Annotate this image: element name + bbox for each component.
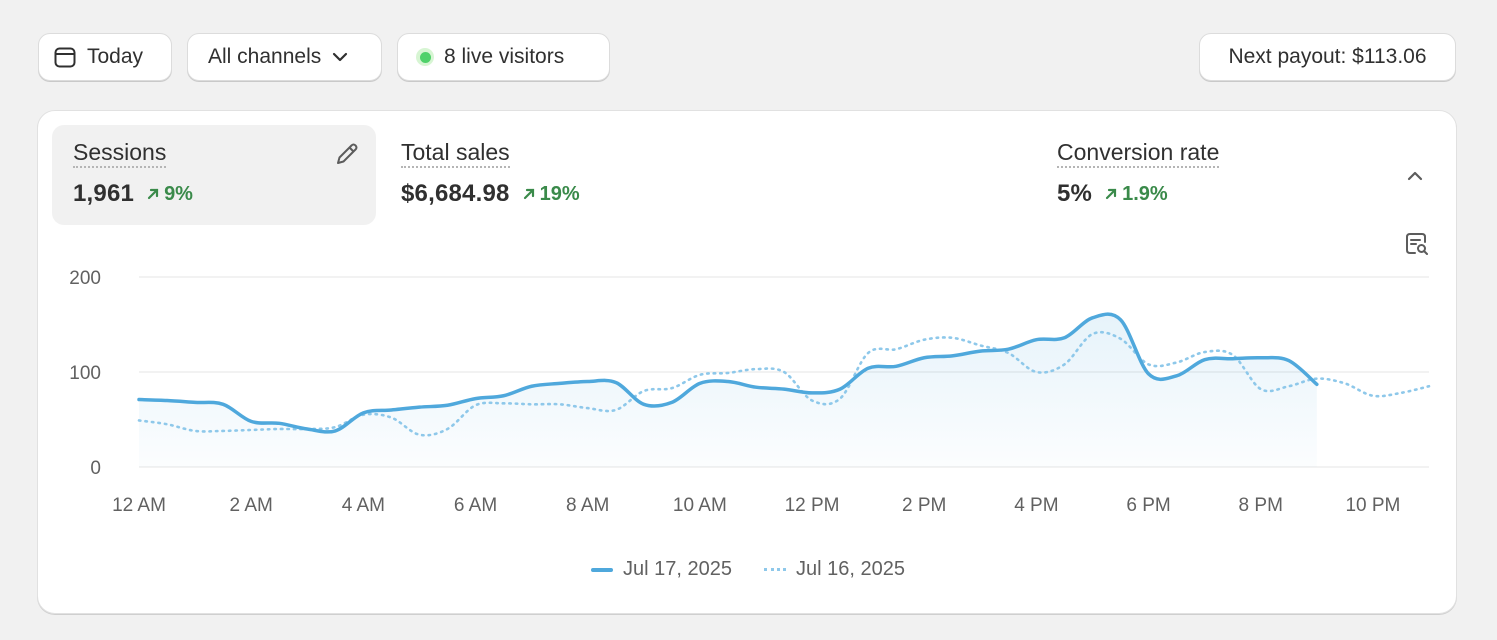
metric-label: Sessions [73,139,167,168]
chevron-down-icon [331,48,349,66]
x-tick-label: 4 AM [342,495,385,516]
metric-total-sales[interactable]: Total sales $6,684.98 19% [380,125,700,225]
live-visitors-button[interactable]: 8 live visitors [397,33,610,81]
legend-item-current[interactable]: Jul 17, 2025 [591,558,732,581]
annotation-search-icon[interactable] [1404,231,1430,262]
series-line-current[interactable] [137,312,1319,434]
metric-change: 9% [146,183,193,206]
y-tick-label: 200 [69,268,101,289]
metric-label: Conversion rate [1057,139,1220,168]
live-dot-icon [416,48,434,66]
y-tick-label: 100 [69,363,101,384]
legend-label: Jul 17, 2025 [623,558,732,580]
metric-value: $6,684.98 [401,180,510,207]
x-tick-label: 4 PM [1014,495,1058,516]
x-tick-label: 2 PM [902,495,946,516]
arrow-up-right-icon [147,188,159,200]
arrow-up-right-icon [1105,188,1117,200]
pencil-icon[interactable] [334,141,360,172]
metric-change: 19% [522,183,580,206]
x-tick-label: 10 PM [1345,495,1400,516]
date-range-label: Today [87,45,144,68]
channels-dropdown[interactable]: All channels [187,33,382,81]
metric-change-value: 1.9% [1122,182,1168,205]
x-tick-label: 10 AM [673,495,727,516]
legend-swatch-solid [591,567,614,572]
chevron-up-icon[interactable] [1404,165,1426,192]
x-tick-label: 6 PM [1126,495,1170,516]
chart-legend: Jul 17, 2025 Jul 16, 2025 [38,558,1458,581]
channels-label: All channels [208,45,322,68]
metric-change-value: 9% [164,182,193,205]
series-area [139,314,1317,467]
x-tick-label: 8 AM [566,495,609,516]
analytics-card: Sessions 1,961 9% Total sales $6,684.98 … [37,110,1457,614]
legend-swatch-dotted [764,568,786,571]
calendar-icon [53,45,77,69]
legend-label: Jul 16, 2025 [796,558,905,580]
x-tick-label: 12 PM [785,495,840,516]
x-tick-label: 8 PM [1239,495,1283,516]
metric-label: Total sales [401,139,510,168]
x-tick-label: 12 AM [112,495,166,516]
metric-change-value: 19% [539,182,580,205]
next-payout-button[interactable]: Next payout: $113.06 [1199,33,1456,81]
metric-value: 5% [1057,180,1093,207]
series-line-comparison[interactable] [137,330,1431,437]
metric-change: 1.9% [1104,183,1168,206]
date-range-button[interactable]: Today [38,33,172,81]
y-tick-label: 0 [90,458,101,479]
metric-conversion-rate[interactable]: Conversion rate 5% 1.9% [1036,125,1356,225]
x-tick-label: 2 AM [230,495,273,516]
metric-sessions[interactable]: Sessions 1,961 9% [52,125,376,225]
x-tick-label: 6 AM [454,495,497,516]
sessions-line-chart: 0 100 200 12 AM 2 AM 4 AM 6 AM 8 AM 10 AM 12 PM 2 … [69,268,1431,516]
metric-value: 1,961 [73,180,135,207]
arrow-up-right-icon [523,188,534,200]
legend-item-comparison[interactable]: Jul 16, 2025 [764,558,905,581]
live-visitors-label: 8 live visitors [444,45,565,68]
next-payout-label: Next payout: $113.06 [1228,45,1427,68]
